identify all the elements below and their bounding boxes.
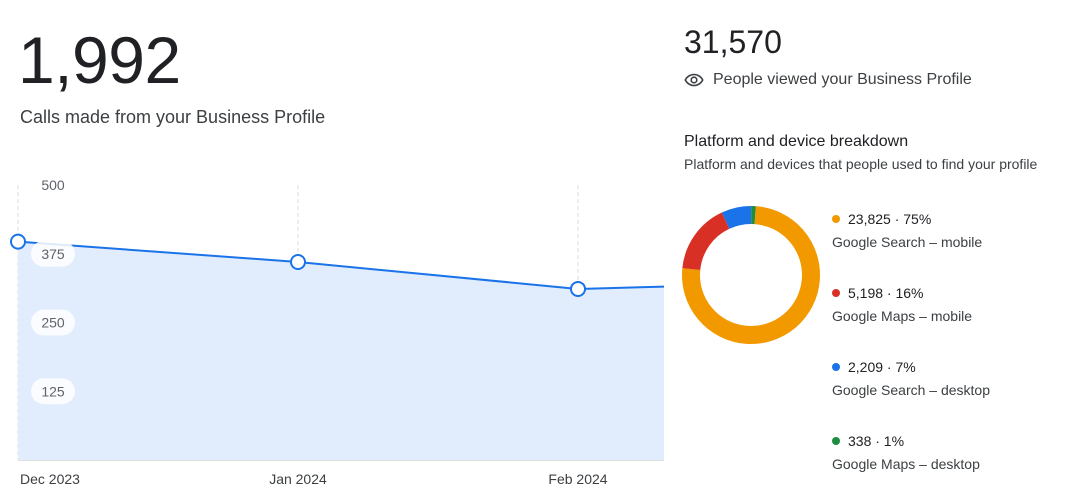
legend-label: Google Maps – desktop [832,456,980,472]
legend-item: 23,825 · 75% Google Search – mobile [832,210,1072,250]
x-tick-label: Dec 2023 [20,471,80,487]
x-tick-label: Feb 2024 [548,471,607,487]
legend-item: 338 · 1% Google Maps – desktop [832,432,1072,472]
y-tick-pill [31,378,75,405]
eye-icon [684,70,704,90]
data-point[interactable] [10,233,26,250]
legend-dot [832,289,840,297]
legend-value: 23,825 · 75% [848,211,932,227]
y-tick-pill [31,240,75,267]
legend-dot [832,363,840,371]
series-line [17,240,665,290]
legend-value-row: 2,209 · 7% [832,358,1072,376]
legend-value-row: 5,198 · 16% [832,284,1072,302]
legend-value: 338 · 1% [848,433,905,449]
y-tick-label: 125 [41,383,65,399]
breakdown-title: Platform and device breakdown [684,133,909,150]
y-tick-label: 500 [41,177,65,193]
donut-slice[interactable] [721,206,752,229]
y-axis-ticks: 500 375 250 125 [31,177,75,405]
breakdown-subtitle: Platform and devices that people used to… [684,156,1038,172]
legend-item: 5,198 · 16% Google Maps – mobile [832,284,1072,324]
legend-label: Google Maps – mobile [832,308,973,324]
calls-chart: 500 375 250 125 Dec 2023 Jan 2024 Feb 2024 [10,177,665,487]
legend-label: Google Search – mobile [832,234,983,250]
calls-label: Calls made from your Business Profile [20,107,326,127]
platform-donut-chart [682,206,820,344]
x-axis-ticks: Dec 2023 Jan 2024 Feb 2024 [20,471,608,487]
legend-value: 5,198 · 16% [848,285,924,301]
legend-value-row: 338 · 1% [832,432,1072,450]
legend-dot [832,437,840,445]
calls-chart-svg: 500 375 250 125 Dec 2023 Jan 2024 Feb 2024 [10,177,665,487]
data-point[interactable] [290,254,306,270]
y-tick-pill [31,309,75,336]
data-points [10,233,586,297]
views-label: People viewed your Business Profile [713,71,972,88]
legend-value: 2,209 · 7% [848,359,916,375]
donut-slice[interactable] [682,212,730,271]
legend-dot [832,215,840,223]
views-count: 31,570 [684,24,782,60]
x-tick-label: Jan 2024 [269,471,327,487]
legend-label: Google Search – desktop [832,382,990,398]
area-fill [18,241,664,460]
legend-value-row: 23,825 · 75% [832,210,1072,228]
donut-slice[interactable] [682,206,820,344]
data-point[interactable] [570,280,586,297]
y-tick-label: 250 [41,315,65,331]
y-tick-label: 375 [41,246,65,262]
legend-item: 2,209 · 7% Google Search – desktop [832,358,1072,398]
calls-count: 1,992 [18,23,181,97]
views-row: People viewed your Business Profile [684,70,972,90]
